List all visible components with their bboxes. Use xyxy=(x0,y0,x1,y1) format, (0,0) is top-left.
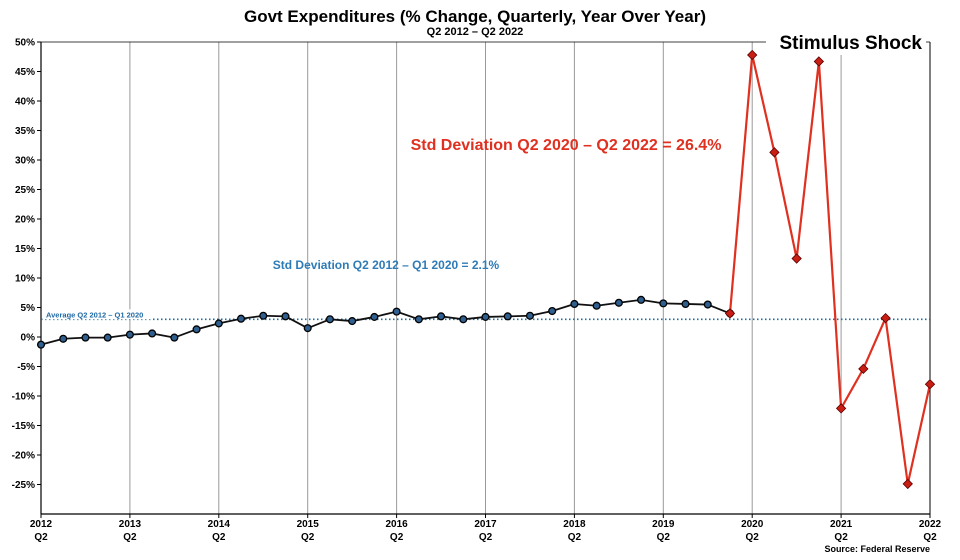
data-point-circle xyxy=(236,314,246,323)
data-point-circle xyxy=(681,299,690,309)
data-point-circle xyxy=(259,311,268,320)
data-point-diamond xyxy=(747,49,758,61)
data-point-circle xyxy=(103,333,112,342)
chart-title: Govt Expenditures (% Change, Quarterly, … xyxy=(244,7,706,26)
x-tick-year-label: 2018 xyxy=(563,519,586,530)
data-point-circle xyxy=(436,312,446,321)
source-note: Source: Federal Reserve xyxy=(824,544,930,554)
y-tick-label: -25% xyxy=(12,480,35,491)
data-point-circle xyxy=(703,300,712,309)
data-point-circle xyxy=(81,333,90,342)
data-point-diamond xyxy=(858,363,869,375)
data-point-diamond xyxy=(924,379,936,390)
data-point-diamond xyxy=(813,56,825,67)
data-point-circle xyxy=(170,333,179,342)
data-point-circle xyxy=(570,299,579,309)
data-point-circle xyxy=(659,299,668,308)
data-point-circle xyxy=(525,311,534,320)
data-point-diamond xyxy=(835,403,847,414)
x-tick-quarter-label: Q2 xyxy=(568,532,582,543)
annotation-layer: Stimulus Shock Std Deviation Q2 2020 – Q2… xyxy=(273,31,926,272)
x-tick-quarter-label: Q2 xyxy=(834,532,848,543)
data-point-circle xyxy=(481,312,490,321)
data-point-circle xyxy=(36,340,46,349)
y-tick-label: 40% xyxy=(15,97,35,108)
y-tick-label: -20% xyxy=(12,451,35,462)
x-tick-year-label: 2013 xyxy=(119,519,142,530)
data-point-circle xyxy=(414,315,423,324)
x-tick-year-label: 2017 xyxy=(474,519,497,530)
y-tick-label: 50% xyxy=(15,38,35,49)
data-point-circle xyxy=(125,330,134,339)
data-point-circle xyxy=(148,329,157,338)
y-tick-label: 35% xyxy=(15,126,35,137)
annotation-std-post: Std Deviation Q2 2020 – Q2 2022 = 26.4% xyxy=(411,137,722,154)
data-point-circle xyxy=(348,317,357,326)
y-tick-label: -15% xyxy=(12,421,35,432)
x-tick-year-label: 2014 xyxy=(208,519,231,530)
data-point-circle xyxy=(59,334,68,343)
data-point-circle xyxy=(370,312,379,321)
x-tick-year-label: 2012 xyxy=(30,519,53,530)
data-point-circle xyxy=(548,306,557,316)
y-tick-label: 10% xyxy=(15,274,35,285)
data-point-circle xyxy=(592,301,601,310)
x-tick-quarter-label: Q2 xyxy=(390,532,404,543)
x-tick-year-label: 2016 xyxy=(385,519,408,530)
x-tick-year-label: 2019 xyxy=(652,519,675,530)
chart-subtitle: Q2 2012 – Q2 2022 xyxy=(427,26,524,38)
data-point-diamond xyxy=(791,253,802,264)
y-tick-label: 25% xyxy=(15,185,35,196)
y-tick-label: 20% xyxy=(15,215,35,226)
y-tick-label: -10% xyxy=(12,392,35,403)
x-tick-quarter-label: Q2 xyxy=(923,532,937,543)
x-tick-year-label: 2022 xyxy=(919,519,942,530)
annotation-stimulus: Stimulus Shock xyxy=(779,33,922,54)
y-tick-label: 15% xyxy=(15,244,35,255)
data-point-circle xyxy=(325,315,334,324)
axis-layer: 50% 45% 40% 35% 30% 25% 20% 15% 10% 5% 0% -5% -10% -1… xyxy=(12,38,942,544)
annotation-std-pre: Std Deviation Q2 2012 – Q1 2020 = 2.1% xyxy=(273,258,500,272)
x-tick-year-label: 2021 xyxy=(830,519,853,530)
y-tick-label: -5% xyxy=(17,362,35,373)
y-tick-label: 0% xyxy=(21,333,36,344)
data-point-diamond xyxy=(902,478,913,490)
series-layer xyxy=(36,49,936,490)
data-point-circle xyxy=(214,319,223,328)
data-point-circle xyxy=(637,295,646,304)
data-point-circle xyxy=(192,325,201,334)
data-point-circle xyxy=(503,312,512,321)
average-label-background xyxy=(44,309,152,320)
data-point-circle xyxy=(392,307,401,316)
annotation-background xyxy=(766,31,926,55)
series-line-2 xyxy=(728,53,932,486)
x-tick-quarter-label: Q2 xyxy=(301,532,315,543)
data-point-circle xyxy=(614,298,623,307)
data-point-circle xyxy=(303,324,312,333)
y-tick-label: 45% xyxy=(15,67,35,78)
data-point-diamond xyxy=(880,312,891,324)
data-point-diamond xyxy=(724,308,736,319)
x-tick-quarter-label: Q2 xyxy=(123,532,137,543)
x-tick-quarter-label: Q2 xyxy=(746,532,760,543)
x-tick-quarter-label: Q2 xyxy=(34,532,48,543)
series-line-1 xyxy=(40,298,731,346)
grid-layer xyxy=(40,42,931,514)
average-label: Average Q2 2012 – Q1 2020 xyxy=(46,310,143,319)
x-tick-year-label: 2015 xyxy=(297,519,320,530)
data-point-diamond xyxy=(769,147,780,158)
data-point-circle xyxy=(281,312,290,321)
x-tick-quarter-label: Q2 xyxy=(212,532,226,543)
x-tick-year-label: 2020 xyxy=(741,519,764,530)
x-tick-quarter-label: Q2 xyxy=(479,532,493,543)
x-tick-quarter-label: Q2 xyxy=(657,532,671,543)
data-point-circle xyxy=(459,315,468,324)
y-tick-label: 5% xyxy=(21,303,36,314)
y-tick-label: 30% xyxy=(15,156,35,167)
